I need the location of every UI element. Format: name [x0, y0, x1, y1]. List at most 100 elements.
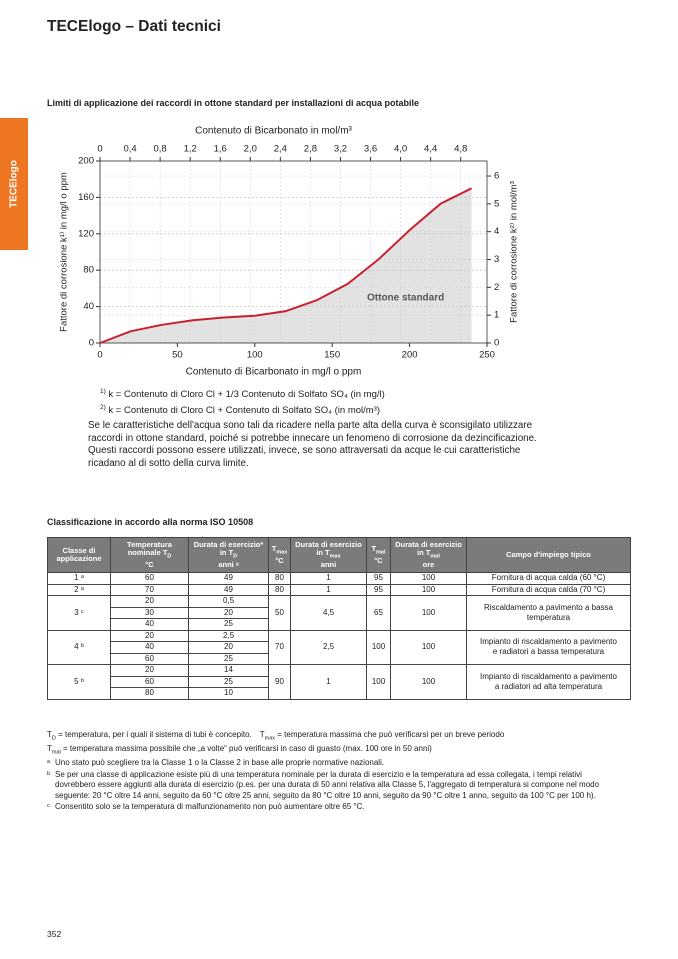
x2-tick-label: 1,6 [214, 144, 227, 155]
definition-sub: mal [51, 749, 61, 756]
header-cell: Durata di esercizio in Tmal ore [390, 537, 467, 573]
y-tick-label: 0 [89, 338, 94, 349]
table-cell: 2,5 [290, 629, 367, 665]
section-title: Classificazione in accordo alla norma IS… [47, 517, 254, 527]
definition-symbol: T [47, 730, 52, 739]
y2-tick-label: 5 [494, 198, 499, 209]
x2-tick-label: 4,8 [454, 144, 467, 155]
definition-text: = temperatura massima possibile che „a v… [60, 744, 432, 754]
table-row: 2 ᵃ 70 49 80 1 95 100 Fornitura di acqua calda … [47, 583, 631, 596]
table-row: 30 20 [48, 606, 631, 619]
header-text: T [371, 543, 377, 553]
header-cell: Temperatura nominale TD °C [110, 537, 189, 573]
definition-symbol: T [259, 730, 265, 739]
x2-tick-label: 3,6 [364, 144, 377, 155]
x2-tick-label: 4,4 [424, 144, 437, 155]
table-cell: 4,5 [290, 595, 367, 631]
campo-cell: Impianto di riscaldamento a pavimento a … [466, 664, 631, 700]
table-cell: 60 [110, 572, 189, 585]
definitions: TD = temperatura, per i quali il sistema… [47, 730, 637, 758]
table-cell: 20 [110, 629, 189, 642]
x2-tick-label: 0 [97, 144, 102, 155]
table-row: 60 25 [48, 652, 631, 665]
page-number: 352 [47, 929, 62, 939]
definition-sub: D [51, 735, 56, 742]
y2-tick-label: 4 [494, 226, 499, 237]
table-cell: 20 [110, 664, 189, 677]
table-cell: 40 [110, 641, 189, 654]
table-cell: 80 [268, 583, 291, 596]
table-cell: 0,5 [188, 595, 269, 608]
y2-axis-label: Fattore di corrosione k²⁾ in mol/m³ [509, 181, 520, 323]
x2-tick-label: 0,4 [123, 144, 136, 155]
table-cell: 14 [188, 664, 269, 677]
header-text: Durata di esercizio in T [395, 539, 462, 557]
footnote-mark: ᵃ [47, 758, 50, 767]
y-tick-label: 80 [83, 265, 94, 276]
line [99, 187, 472, 344]
table-cell: 20 [188, 641, 269, 654]
footnote: ᵇ Se per una classe di applicazione esist… [47, 770, 617, 802]
table-row: 3 ᶜ 20 0,5 50 4,5 65 100 Riscaldamento a pavime… [47, 595, 631, 631]
table-cell: 1 [290, 664, 367, 700]
definition: TD = temperatura, per i quali il sistema… [47, 730, 252, 742]
table-cell: 100 [390, 629, 467, 665]
table-cell: 40 [110, 618, 189, 631]
page-title: TECElogo – Dati tecnici [47, 18, 221, 35]
definition-sub: max [264, 735, 276, 742]
table-cell: 100 [366, 629, 391, 665]
note-mark: 1) [100, 388, 106, 395]
table-row: 40 25 [48, 618, 631, 631]
y-axis-label: Fattore di corrosione k¹⁾ in mg/l o ppm [59, 172, 70, 332]
header-sub: max [276, 549, 288, 556]
table-cell: 30 [110, 606, 189, 619]
header-text: Classe di applicazione [56, 545, 102, 563]
table-cell: 50 [268, 595, 291, 631]
header-text: Temperatura nominale T [127, 539, 172, 557]
header-unit: °C [145, 560, 154, 569]
y2-tick-label: 2 [494, 282, 499, 293]
x2-tick-label: 2,0 [244, 144, 257, 155]
header-cell: Durata di esercizio* in TD anni ᵃ [188, 537, 269, 573]
chart-note: 2) k = Contenuto di Cloro Cl + Contenuto… [100, 402, 385, 418]
chart-notes: 1) k = Contenuto di Cloro Cl + 1/3 Conte… [100, 386, 385, 417]
header-sub: mal [430, 553, 440, 560]
x2-tick-label: 2,8 [304, 144, 317, 155]
x2-tick-label: 1,2 [184, 144, 197, 155]
table-cell: 70 [110, 583, 189, 596]
header-cell: Classe di applicazione [47, 537, 111, 573]
footnote: ᶜ Consentito solo se la temperatura di ma… [47, 802, 617, 813]
header-unit: anni [320, 560, 337, 569]
header-row: Classe di applicazione Temperatura nomina… [47, 537, 631, 573]
table-cell: 65 [366, 595, 391, 631]
table-cell: 25 [188, 652, 269, 665]
y2-tick-label: 0 [494, 338, 499, 349]
table-cell: 100 [390, 583, 467, 596]
header-text: Campo d'impiego tipico [506, 549, 591, 559]
y-tick-label: 120 [78, 228, 94, 239]
header-text: Durata di esercizio in T [295, 539, 362, 557]
table-cell: 25 [188, 618, 269, 631]
class-cell: 3 ᶜ [47, 595, 111, 631]
header-text: Durata di esercizio* in T [193, 539, 264, 557]
footnotes: ᵃ Uno stato può scegliere tra la Classe 1… [47, 758, 617, 814]
class-cell: 2 ᵃ [47, 583, 111, 596]
table-row: 80 10 [48, 687, 631, 700]
area [100, 188, 472, 343]
x-axis-label: Contenuto di Bicarbonato in mg/l o ppm [186, 367, 362, 378]
table-cell: 100 [366, 664, 391, 700]
header-cell: Tmax °C [268, 537, 291, 573]
header-sub: D [233, 553, 238, 560]
table-row: 5 ᵇ 20 14 90 1 100 100 Impianto di riscaldament… [47, 664, 631, 700]
x2-tick-label: 2,4 [274, 144, 287, 155]
table-cell: 80 [268, 572, 291, 585]
header-unit: ore [422, 560, 435, 569]
header-sub: mal [376, 549, 386, 556]
x-tick-label: 150 [324, 350, 340, 361]
x2-tick-label: 0,8 [154, 144, 167, 155]
class-cell: 5 ᵇ [47, 664, 111, 700]
y2-tick-label: 3 [494, 254, 499, 265]
y2-tick-label: 1 [494, 310, 499, 321]
